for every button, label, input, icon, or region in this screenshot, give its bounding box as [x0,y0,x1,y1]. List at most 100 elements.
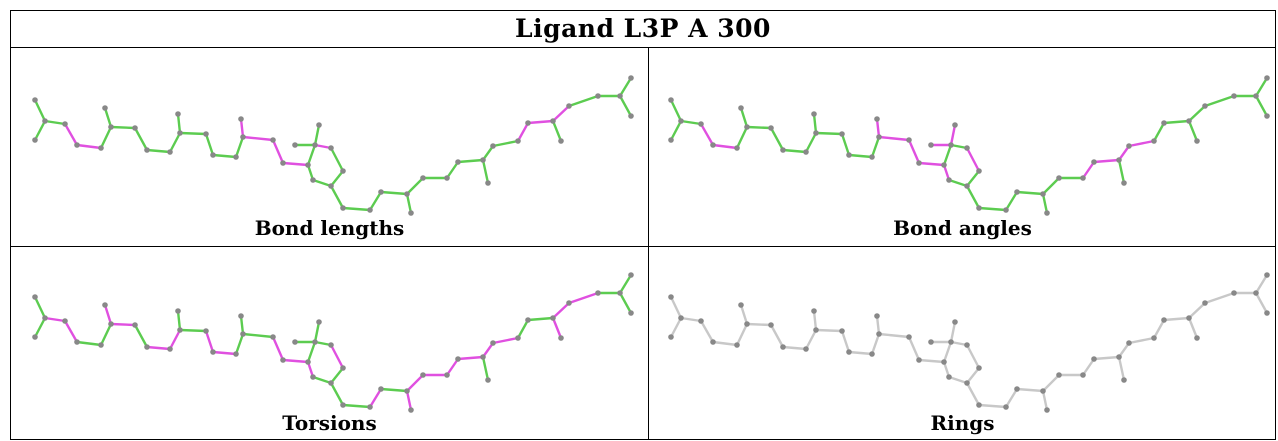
bond [526,316,555,322]
atom [132,322,138,328]
bond [1041,373,1061,393]
bond [75,340,103,347]
atom [420,175,426,181]
bond [63,122,79,147]
atom [1003,207,1009,213]
atom [876,331,882,337]
atom [1161,317,1167,323]
bond [781,345,808,351]
atom [1194,138,1200,144]
bond [271,138,285,165]
table-frame [10,10,1276,440]
atom [32,137,38,143]
atom [780,344,786,350]
bond [109,125,137,130]
bond [1015,387,1045,393]
atom [340,168,346,174]
bond [1254,94,1269,118]
bond [491,336,520,345]
atom [144,344,150,350]
bond [745,125,773,130]
bond [379,190,409,196]
atom [378,386,384,392]
atom [270,137,276,143]
bond [211,350,238,356]
bond [942,143,953,167]
bond [368,190,383,212]
atom [678,118,684,124]
atom [203,131,209,137]
bond [870,332,881,356]
bond [481,341,495,359]
atom [941,359,947,365]
atom [768,125,774,131]
bond [313,320,321,344]
atom [916,160,922,166]
atom [628,310,634,316]
bond [145,148,172,154]
molecule-torsions [32,272,634,413]
atom [1080,372,1086,378]
atom [869,351,875,357]
molecule-bond-angles [668,75,1270,216]
atom [292,142,298,148]
bond [516,121,530,143]
atom [1231,290,1237,296]
atom [976,205,982,211]
atom [946,374,952,380]
atom [678,315,684,321]
atom [455,159,461,165]
bond [917,161,946,167]
atom [738,302,744,308]
atom [1040,191,1046,197]
bond [239,314,245,336]
atom [305,359,311,365]
atom [167,149,173,155]
bond [1015,190,1045,196]
atom [444,175,450,181]
bond [814,131,844,136]
bond [168,328,182,351]
atom [177,130,183,136]
atom [874,313,880,319]
atom [210,349,216,355]
atom [312,142,318,148]
bond [669,316,683,339]
bond [551,119,563,143]
bond [133,323,149,349]
bond [1117,341,1131,359]
panel-label-bond-angles: Bond angles [893,216,1032,240]
atom [941,162,947,168]
atom [668,334,674,340]
bond [329,366,345,385]
bond [33,295,47,320]
atom [698,318,704,324]
bond [281,161,310,167]
bond [1203,94,1236,108]
bond [1041,176,1061,196]
bond [618,291,633,315]
bond [669,295,683,320]
atom [811,308,817,314]
atom [32,294,38,300]
bond [1004,387,1019,409]
atom [558,335,564,341]
atom [367,404,373,410]
atom [668,294,674,300]
bond [1041,389,1049,412]
atom [102,302,108,308]
atom [1091,159,1097,165]
bond [739,106,749,129]
bond [804,131,818,154]
bond [812,112,818,135]
atom [734,145,740,151]
bond [405,389,413,412]
atom [328,183,334,189]
bond [239,117,245,139]
bond [699,122,715,147]
bond [1187,104,1207,123]
atom [1091,356,1097,362]
atom [595,93,601,99]
atom [566,103,572,109]
bond [109,322,137,327]
